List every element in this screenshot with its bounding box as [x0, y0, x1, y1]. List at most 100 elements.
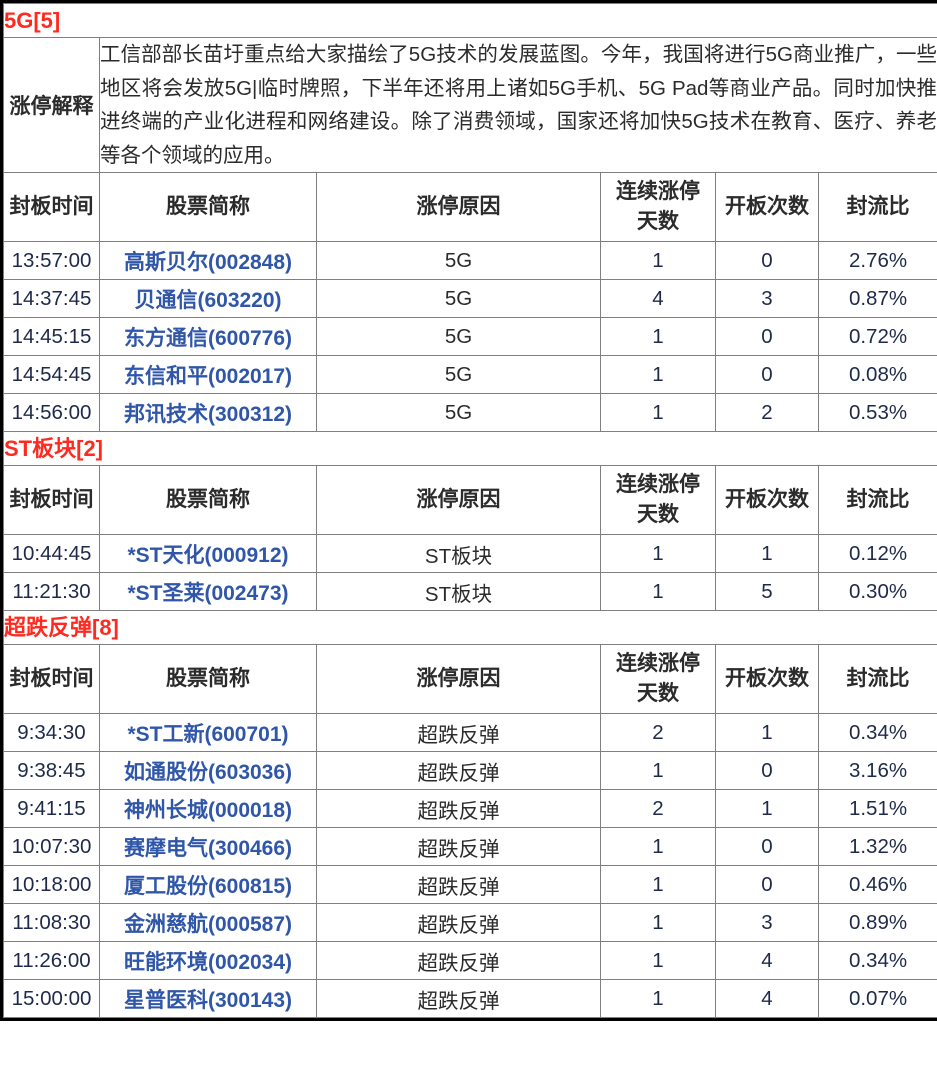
- column-header-time: 封板时间: [3, 465, 100, 535]
- cell-open-times: 1: [715, 789, 819, 828]
- cell-ratio: 0.46%: [817, 865, 937, 904]
- section-title-row: 超跌反弹[8]: [2, 610, 937, 645]
- column-header-stock: 股票简称: [99, 465, 317, 535]
- cell-consecutive-days: 1: [600, 827, 716, 866]
- table-row: 11:21:30 *ST圣莱(002473) ST板块 1 5 0.30%: [3, 572, 937, 611]
- table-row: 10:44:45 *ST天化(000912) ST板块 1 1 0.12%: [3, 534, 937, 573]
- cell-stock-name[interactable]: 赛摩电气(300466): [99, 827, 317, 866]
- cell-seal-time: 13:57:00: [3, 241, 100, 280]
- cell-stock-name[interactable]: 邦讯技术(300312): [99, 393, 317, 432]
- cell-consecutive-days: 1: [600, 941, 716, 980]
- cell-reason: 超跌反弹: [316, 903, 601, 942]
- cell-open-times: 2: [715, 393, 819, 432]
- cell-ratio: 0.30%: [817, 572, 937, 611]
- cell-consecutive-days: 1: [600, 534, 716, 573]
- cell-seal-time: 9:34:30: [3, 713, 100, 752]
- column-header-reason: 涨停原因: [316, 172, 601, 242]
- cell-open-times: 0: [715, 241, 819, 280]
- cell-consecutive-days: 1: [600, 393, 716, 432]
- cell-stock-name[interactable]: 贝通信(603220): [99, 279, 317, 318]
- table-row: 14:54:45 东信和平(002017) 5G 1 0 0.08%: [3, 355, 937, 394]
- cell-open-times: 0: [715, 355, 819, 394]
- cell-ratio: 1.32%: [817, 827, 937, 866]
- column-header-consecutive-days: 连续涨停 天数: [600, 172, 716, 242]
- section-title-row: 5G[5]: [2, 3, 937, 38]
- cell-consecutive-days: 1: [600, 355, 716, 394]
- column-header-reason: 涨停原因: [316, 644, 601, 714]
- cell-seal-time: 14:45:15: [3, 317, 100, 356]
- column-header-reason: 涨停原因: [316, 465, 601, 535]
- explanation-row: 涨停解释 工信部部长苗圩重点给大家描绘了5G技术的发展蓝图。今年，我国将进行5G商…: [3, 37, 937, 173]
- section-title: ST板块[2]: [2, 431, 937, 466]
- table-row: 9:41:15 神州长城(000018) 超跌反弹 2 1 1.51%: [3, 789, 937, 828]
- table-body: 5G[5] 涨停解释 工信部部长苗圩重点给大家描绘了5G技术的发展蓝图。今年，我国将…: [2, 3, 937, 1018]
- cell-ratio: 1.51%: [817, 789, 937, 828]
- cell-seal-time: 11:08:30: [3, 903, 100, 942]
- consecutive-days-line1: 连续涨停: [616, 652, 700, 675]
- cell-ratio: 0.34%: [817, 941, 937, 980]
- consecutive-days-line2: 天数: [637, 210, 679, 233]
- cell-stock-name[interactable]: 厦工股份(600815): [99, 865, 317, 904]
- column-header-consecutive-days: 连续涨停 天数: [600, 465, 716, 535]
- limit-up-table: 5G[5] 涨停解释 工信部部长苗圩重点给大家描绘了5G技术的发展蓝图。今年，我国将…: [2, 3, 937, 1018]
- table-header-row: 封板时间 股票简称 涨停原因 连续涨停 天数 开板次数 封流比: [3, 644, 937, 714]
- column-header-stock: 股票简称: [99, 644, 317, 714]
- cell-seal-time: 15:00:00: [3, 979, 100, 1018]
- cell-stock-name[interactable]: 东信和平(002017): [99, 355, 317, 394]
- column-header-open-times: 开板次数: [715, 465, 819, 535]
- cell-open-times: 4: [715, 979, 819, 1018]
- column-header-open-times: 开板次数: [715, 172, 819, 242]
- cell-consecutive-days: 1: [600, 903, 716, 942]
- cell-ratio: 0.89%: [817, 903, 937, 942]
- cell-ratio: 0.53%: [817, 393, 937, 432]
- cell-seal-time: 14:37:45: [3, 279, 100, 318]
- cell-open-times: 5: [715, 572, 819, 611]
- cell-reason: 5G: [316, 393, 601, 432]
- table-row: 10:07:30 赛摩电气(300466) 超跌反弹 1 0 1.32%: [3, 827, 937, 866]
- cell-stock-name[interactable]: 高斯贝尔(002848): [99, 241, 317, 280]
- cell-stock-name[interactable]: 星普医科(300143): [99, 979, 317, 1018]
- explanation-text: 工信部部长苗圩重点给大家描绘了5G技术的发展蓝图。今年，我国将进行5G商业推广，…: [98, 37, 937, 173]
- cell-consecutive-days: 4: [600, 279, 716, 318]
- cell-open-times: 0: [715, 827, 819, 866]
- cell-ratio: 3.16%: [817, 751, 937, 790]
- cell-stock-name[interactable]: 神州长城(000018): [99, 789, 317, 828]
- table-row: 11:08:30 金洲慈航(000587) 超跌反弹 1 3 0.89%: [3, 903, 937, 942]
- cell-ratio: 0.08%: [817, 355, 937, 394]
- cell-seal-time: 10:44:45: [3, 534, 100, 573]
- cell-seal-time: 11:21:30: [3, 572, 100, 611]
- cell-stock-name[interactable]: 金洲慈航(000587): [99, 903, 317, 942]
- consecutive-days-line1: 连续涨停: [616, 180, 700, 203]
- table-row: 15:00:00 星普医科(300143) 超跌反弹 1 4 0.07%: [3, 979, 937, 1018]
- cell-seal-time: 10:18:00: [3, 865, 100, 904]
- cell-open-times: 4: [715, 941, 819, 980]
- cell-reason: ST板块: [316, 572, 601, 611]
- cell-ratio: 0.07%: [817, 979, 937, 1018]
- table-row: 9:38:45 如通股份(603036) 超跌反弹 1 0 3.16%: [3, 751, 937, 790]
- cell-reason: 超跌反弹: [316, 827, 601, 866]
- table-row: 10:18:00 厦工股份(600815) 超跌反弹 1 0 0.46%: [3, 865, 937, 904]
- cell-reason: 5G: [316, 241, 601, 280]
- cell-open-times: 1: [715, 713, 819, 752]
- cell-open-times: 0: [715, 865, 819, 904]
- consecutive-days-line2: 天数: [637, 503, 679, 526]
- cell-stock-name[interactable]: 旺能环境(002034): [99, 941, 317, 980]
- cell-open-times: 3: [715, 903, 819, 942]
- cell-stock-name[interactable]: *ST天化(000912): [99, 534, 317, 573]
- cell-reason: 超跌反弹: [316, 789, 601, 828]
- cell-ratio: 2.76%: [817, 241, 937, 280]
- cell-stock-name[interactable]: *ST工新(600701): [99, 713, 317, 752]
- cell-stock-name[interactable]: 如通股份(603036): [99, 751, 317, 790]
- cell-seal-time: 10:07:30: [3, 827, 100, 866]
- table-header-row: 封板时间 股票简称 涨停原因 连续涨停 天数 开板次数 封流比: [3, 172, 937, 242]
- cell-stock-name[interactable]: 东方通信(600776): [99, 317, 317, 356]
- table-row: 9:34:30 *ST工新(600701) 超跌反弹 2 1 0.34%: [3, 713, 937, 752]
- table-row: 14:56:00 邦讯技术(300312) 5G 1 2 0.53%: [3, 393, 937, 432]
- cell-reason: 5G: [316, 355, 601, 394]
- cell-consecutive-days: 2: [600, 789, 716, 828]
- cell-stock-name[interactable]: *ST圣莱(002473): [99, 572, 317, 611]
- cell-ratio: 0.34%: [817, 713, 937, 752]
- column-header-time: 封板时间: [3, 172, 100, 242]
- cell-reason: 超跌反弹: [316, 941, 601, 980]
- consecutive-days-line2: 天数: [637, 682, 679, 705]
